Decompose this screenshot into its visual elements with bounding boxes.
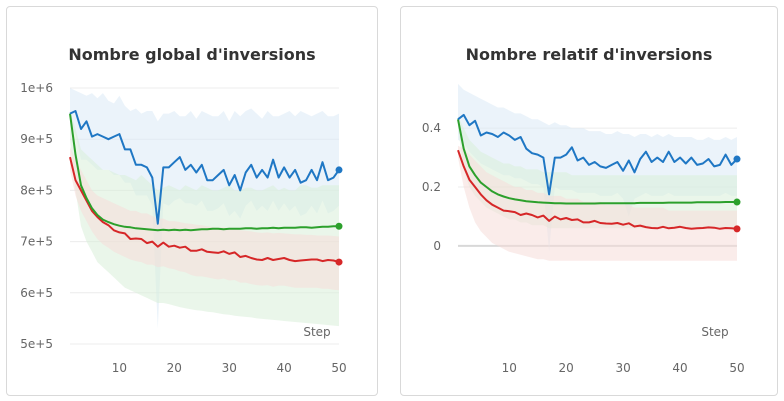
x-tick-label: 20 [559, 361, 574, 375]
series-2-end-point[interactable] [733, 225, 741, 233]
x-tick-label: 30 [222, 361, 237, 375]
y-tick-label: 0.2 [422, 180, 441, 194]
series-2-band [70, 146, 339, 291]
x-tick-label: 10 [112, 361, 127, 375]
series-1-end-point[interactable] [733, 198, 741, 206]
y-tick-label: 6e+5 [20, 286, 53, 300]
chart-title: Nombre relatif d'inversions [465, 45, 713, 64]
x-tick-label: 40 [672, 361, 687, 375]
line-chart-relative[interactable]: 0 0.2 0.4 10 20 30 40 50 Step [401, 7, 777, 395]
chart-panel-global: Nombre global d'inversions 5e+5 6e+5 7e+5 8… [6, 6, 378, 396]
series-0-band [70, 88, 339, 329]
series-0-end-point[interactable] [335, 166, 343, 174]
y-tick-label: 7e+5 [20, 235, 53, 249]
chart-title: Nombre global d'inversions [68, 45, 316, 64]
y-tick-label: 1e+6 [20, 81, 53, 95]
series-0-line[interactable] [69, 110, 340, 225]
series-0-band [458, 83, 737, 252]
x-tick-label: 30 [615, 361, 630, 375]
x-tick-label: 50 [331, 361, 346, 375]
y-tick-label: 0 [433, 239, 441, 253]
series-0-end-point[interactable] [733, 155, 741, 163]
series-2-line[interactable] [69, 156, 340, 264]
series-2-line[interactable] [457, 149, 738, 230]
series-1-line[interactable] [69, 113, 339, 232]
series-2-end-point[interactable] [335, 258, 343, 266]
x-tick-label: 10 [502, 361, 517, 375]
series-1-line[interactable] [457, 119, 737, 205]
x-tick-label: 40 [276, 361, 291, 375]
y-tick-label: 8e+5 [20, 183, 53, 197]
line-chart-global[interactable]: 5e+5 6e+5 7e+5 8e+5 9e+5 1e+6 10 20 30 40 50 Step [7, 7, 377, 395]
x-tick-label: 50 [729, 361, 744, 375]
series-1-end-point[interactable] [335, 222, 343, 230]
y-tick-label: 9e+5 [20, 132, 53, 146]
x-axis-label: Step [303, 325, 330, 339]
y-tick-label: 0.4 [422, 121, 441, 135]
x-tick-label: 20 [167, 361, 182, 375]
y-tick-label: 5e+5 [20, 337, 53, 351]
x-axis-label: Step [701, 325, 728, 339]
series-0-line[interactable] [457, 113, 738, 196]
chart-panel-relative: Nombre relatif d'inversions 0 0.2 0.4 10 20 3… [400, 6, 778, 396]
